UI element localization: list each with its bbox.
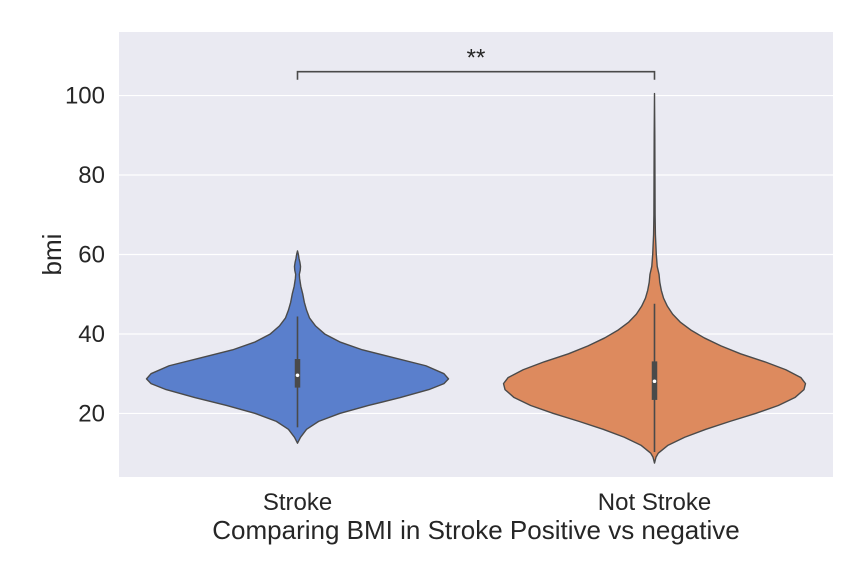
y-tick-label: 60 [78,242,105,269]
violins [145,92,807,464]
x-tick-label: Stroke [263,489,332,516]
y-tick-labels: 20 40 60 80 100 [65,83,105,428]
annotations: ** [296,45,656,80]
y-tick-label: 20 [78,400,105,427]
violin-median [295,373,300,378]
violin-median [652,379,657,384]
x-tick-label: Not Stroke [598,489,711,516]
violin-body [502,92,807,464]
x-axis-label: Comparing BMI in Stroke Positive vs nega… [212,515,739,545]
significance-bracket [296,70,656,80]
y-tick-label: 80 [78,162,105,189]
y-tick-label: 100 [65,83,105,110]
y-axis-label: bmi [37,234,67,276]
significance-label: ** [467,45,486,72]
x-tick-labels: Stroke Not Stroke [263,489,711,516]
y-tick-label: 40 [78,321,105,348]
